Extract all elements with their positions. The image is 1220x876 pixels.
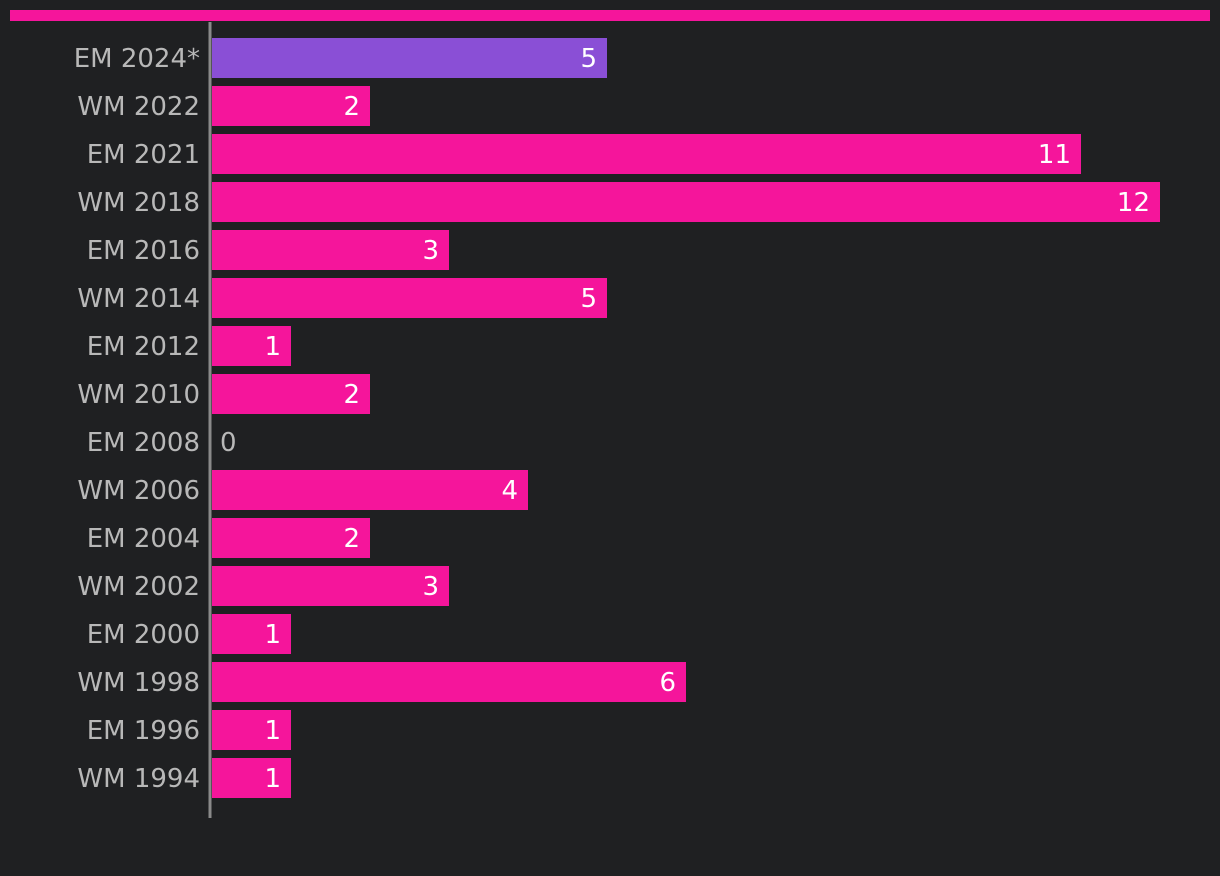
data-label: 2 — [343, 92, 360, 122]
bar — [212, 374, 370, 414]
category-label: WM 1998 — [77, 668, 200, 698]
data-label: 5 — [580, 44, 597, 74]
category-label: EM 1996 — [87, 716, 200, 746]
data-label: 5 — [580, 284, 597, 314]
bar — [212, 758, 291, 798]
category-label: EM 2004 — [87, 524, 200, 554]
category-label: WM 2018 — [77, 188, 200, 218]
data-label: 4 — [501, 476, 518, 506]
data-label: 3 — [422, 572, 439, 602]
data-label: 1 — [264, 764, 281, 794]
data-label: 1 — [264, 716, 281, 746]
data-label: 1 — [264, 332, 281, 362]
category-label: WM 2022 — [77, 92, 200, 122]
category-label: EM 2008 — [87, 428, 200, 458]
data-label: 0 — [220, 428, 237, 458]
category-label: EM 2016 — [87, 236, 200, 266]
category-label: EM 2024* — [74, 44, 200, 74]
data-label: 2 — [343, 524, 360, 554]
bar — [212, 86, 370, 126]
bar — [212, 278, 607, 318]
bar — [212, 614, 291, 654]
bar — [212, 182, 1160, 222]
data-label: 11 — [1038, 140, 1071, 170]
bar — [212, 662, 686, 702]
category-label: WM 2010 — [77, 380, 200, 410]
category-label: WM 2014 — [77, 284, 200, 314]
data-label: 12 — [1117, 188, 1150, 218]
bar — [212, 326, 291, 366]
data-label: 2 — [343, 380, 360, 410]
category-label: EM 2021 — [87, 140, 200, 170]
bars-layer — [212, 38, 1160, 798]
bar — [212, 230, 449, 270]
top-accent-rule — [10, 10, 1210, 21]
data-label: 6 — [659, 668, 676, 698]
bar — [212, 566, 449, 606]
category-label: WM 2006 — [77, 476, 200, 506]
category-label: WM 1994 — [77, 764, 200, 794]
category-label: WM 2002 — [77, 572, 200, 602]
data-label: 1 — [264, 620, 281, 650]
category-label: EM 2012 — [87, 332, 200, 362]
data-label: 3 — [422, 236, 439, 266]
bar — [212, 710, 291, 750]
bar — [212, 518, 370, 558]
bar — [212, 38, 607, 78]
bar — [212, 134, 1081, 174]
category-label: EM 2000 — [87, 620, 200, 650]
bar — [212, 470, 528, 510]
